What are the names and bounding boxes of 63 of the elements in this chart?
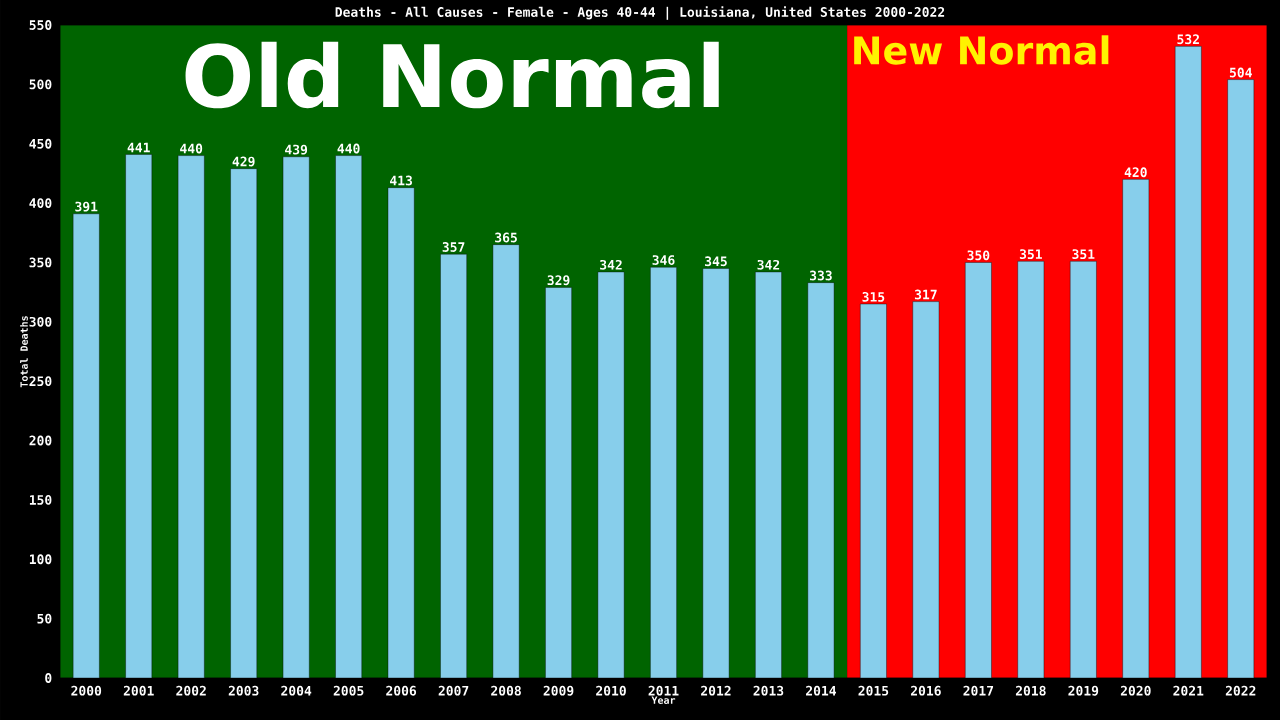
data-label: 441 (127, 142, 150, 153)
data-label: 357 (442, 242, 465, 252)
data-label: 532 (1177, 34, 1199, 45)
data-label: 317 (914, 289, 937, 300)
data-label: 440 (180, 143, 203, 154)
y-tick-label: 0 (45, 673, 52, 683)
y-tick-label: 300 (29, 316, 52, 327)
x-tick-label: 2000 (71, 685, 102, 696)
y-tick-label: 400 (29, 198, 52, 208)
x-tick-label: 2016 (910, 685, 941, 696)
y-tick-label: 500 (29, 79, 52, 90)
data-label: 440 (337, 143, 360, 154)
data-label: 342 (600, 259, 622, 270)
x-tick-label: 2012 (701, 685, 731, 696)
data-label: 346 (652, 255, 675, 265)
data-label: 391 (75, 201, 98, 212)
data-label: 420 (1124, 167, 1147, 178)
data-label: 429 (232, 156, 255, 167)
x-axis-title: Year (651, 696, 676, 704)
data-label: 329 (547, 275, 570, 286)
x-tick-label: 2020 (1120, 685, 1151, 696)
data-label: 350 (967, 250, 990, 261)
y-tick-label: 100 (29, 554, 52, 565)
x-tick-label: 2006 (386, 685, 417, 696)
y-tick-label: 550 (29, 20, 52, 30)
x-tick-label: 2005 (333, 685, 364, 696)
x-tick-label: 2004 (281, 685, 312, 696)
band-label: New Normal (854, 35, 1109, 65)
data-label: 345 (705, 256, 727, 267)
chart-title: Deaths - All Causes - Female - Ages 40-44 | Louisiana, United States 2000-2022 (335, 6, 945, 20)
y-tick-label: 250 (29, 376, 52, 387)
x-tick-label: 2001 (123, 685, 154, 696)
data-label: 351 (1072, 249, 1095, 260)
y-tick-label: 450 (29, 138, 52, 149)
data-label: 315 (862, 291, 885, 302)
y-tick-label: 50 (37, 613, 52, 624)
band-label: Old Normal (185, 41, 719, 109)
x-tick-label: 2019 (1068, 685, 1099, 696)
x-tick-label: 2010 (596, 685, 626, 696)
data-label: 351 (1019, 249, 1042, 260)
data-label: 413 (390, 175, 413, 186)
y-tick-label: 350 (29, 257, 52, 268)
data-label: 439 (285, 144, 308, 155)
x-tick-label: 2003 (228, 685, 259, 696)
x-tick-label: 2002 (176, 685, 206, 696)
x-tick-label: 2011 (648, 685, 679, 696)
x-tick-label: 2015 (858, 685, 889, 696)
x-tick-label: 2013 (753, 685, 784, 696)
x-tick-label: 2014 (806, 685, 837, 696)
data-label: 365 (495, 232, 517, 243)
data-label: 333 (810, 270, 832, 281)
x-tick-label: 2008 (491, 685, 521, 696)
data-label: 504 (1229, 67, 1252, 78)
y-tick-label: 150 (29, 494, 52, 505)
y-tick-label: 200 (29, 435, 52, 446)
y-axis-title: Total Deaths (20, 316, 28, 388)
x-tick-label: 2009 (543, 685, 574, 696)
x-tick-label: 2022 (1225, 685, 1256, 696)
x-tick-label: 2021 (1173, 685, 1204, 696)
x-tick-label: 2007 (438, 685, 469, 696)
x-tick-label: 2017 (963, 685, 994, 696)
x-tick-label: 2018 (1015, 685, 1046, 696)
data-label: 342 (757, 259, 780, 270)
